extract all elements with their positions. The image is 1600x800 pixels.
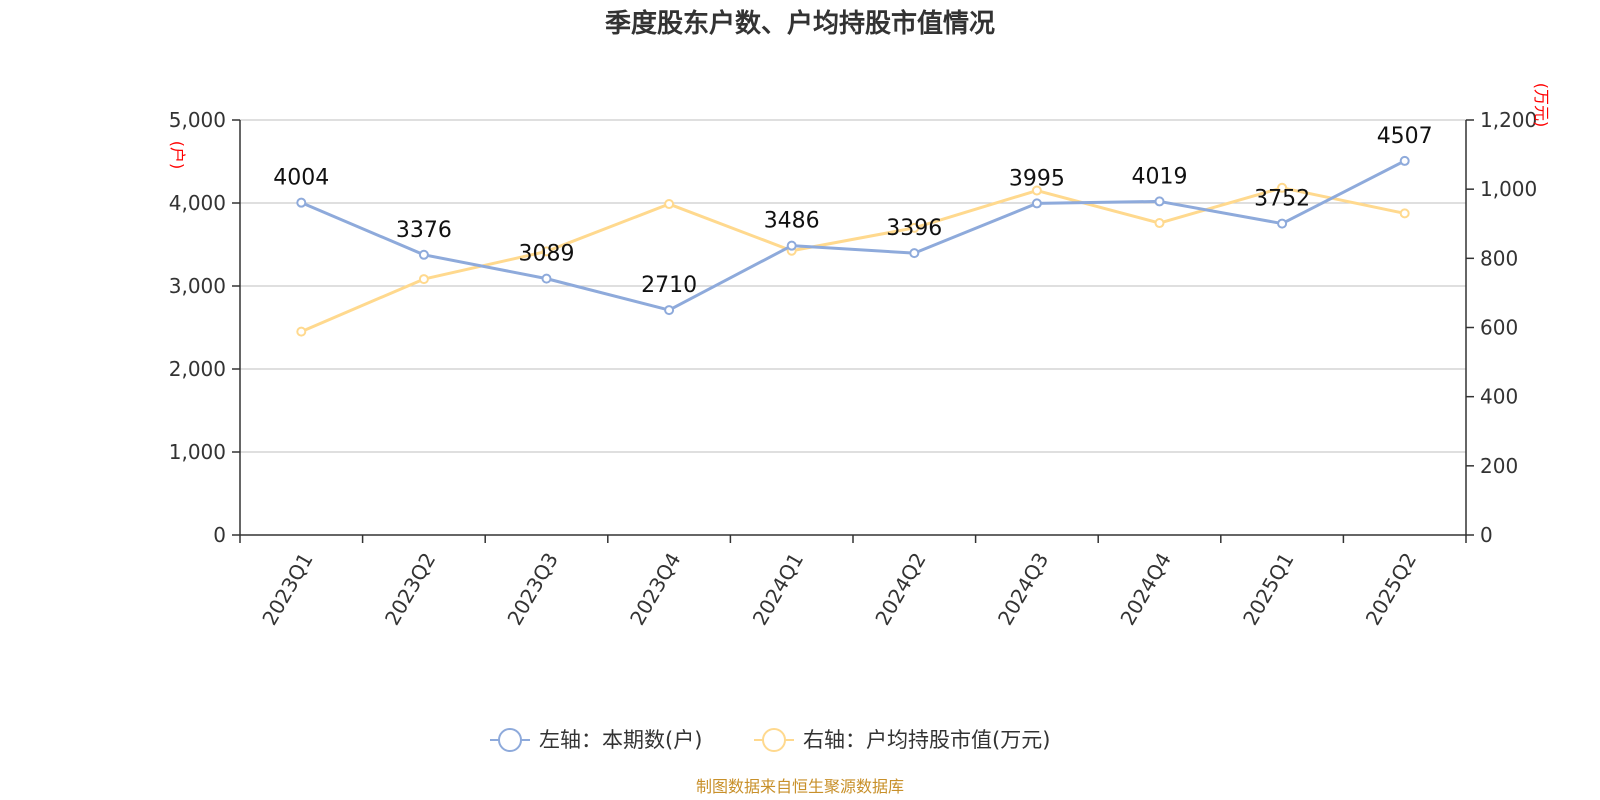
- series-point-right[interactable]: [664, 199, 675, 210]
- series-point-right[interactable]: [1031, 185, 1042, 196]
- data-label: 4004: [273, 166, 329, 191]
- data-label: 2710: [641, 273, 697, 298]
- left-tick-label: 2,000: [169, 357, 226, 381]
- data-labels: 4004 3376 3089 2710 3486 3396 3995 4019 3752 4507: [273, 124, 1432, 298]
- left-tick-label: 1,000: [169, 440, 226, 464]
- series-point-left[interactable]: [1031, 198, 1042, 209]
- data-label: 3376: [396, 218, 452, 243]
- data-label: 3089: [519, 242, 575, 267]
- series-line-right: [300, 186, 1406, 334]
- x-tick-label: 2025Q2: [1361, 549, 1421, 630]
- series-point-right[interactable]: [541, 246, 552, 257]
- series-point-left[interactable]: [541, 273, 552, 284]
- series-point-left[interactable]: [1154, 196, 1165, 207]
- series-point-right[interactable]: [909, 222, 920, 233]
- right-tick-label: 200: [1480, 454, 1518, 478]
- chart-title: 季度股东户数、户均持股市值情况: [605, 8, 995, 39]
- legend-marker-right: [762, 728, 786, 752]
- x-tick-label: 2024Q4: [1115, 549, 1175, 630]
- x-tick-label: 2023Q3: [502, 549, 562, 630]
- source-note: 制图数据来自恒生聚源数据库: [696, 777, 904, 796]
- right-tick-label: 0: [1480, 523, 1493, 547]
- x-tick-label: 2023Q1: [257, 549, 317, 630]
- left-tick-label: 3,000: [169, 274, 226, 298]
- legend-label-right: 右轴：户均持股市值(万元): [803, 728, 1050, 752]
- grid-lines: [240, 119, 1466, 453]
- right-tick-label: 800: [1480, 246, 1518, 270]
- left-tick-label: 0: [213, 523, 226, 547]
- series-point-left[interactable]: [664, 305, 675, 316]
- data-label: 4019: [1132, 164, 1188, 189]
- series-point-right[interactable]: [1154, 218, 1165, 229]
- legend-item-left[interactable]: 左轴：本期数(户): [490, 728, 702, 752]
- legend-marker-left: [498, 728, 522, 752]
- left-tick-label: 4,000: [169, 191, 226, 215]
- right-tick-label: 1,000: [1480, 177, 1537, 201]
- series-point-left[interactable]: [296, 197, 307, 208]
- right-tick-label: 600: [1480, 316, 1518, 340]
- legend-label-left: 左轴：本期数(户): [539, 728, 702, 752]
- right-tick-label: 400: [1480, 385, 1518, 409]
- data-label: 3995: [1009, 166, 1065, 191]
- data-label: 3752: [1254, 187, 1310, 212]
- legend: 左轴：本期数(户) 右轴：户均持股市值(万元): [490, 728, 1050, 752]
- series-point-left[interactable]: [1277, 218, 1288, 229]
- series-point-right[interactable]: [1399, 208, 1410, 219]
- series-point-left[interactable]: [1399, 155, 1410, 166]
- series-point-left[interactable]: [418, 249, 429, 260]
- x-tick-label: 2024Q1: [748, 549, 808, 630]
- series-line-left: [300, 159, 1406, 312]
- series-point-right[interactable]: [296, 326, 307, 337]
- series-point-right[interactable]: [418, 274, 429, 285]
- right-tick-label: 1,200: [1480, 108, 1537, 132]
- data-label: 3396: [886, 216, 942, 241]
- data-label: 3486: [764, 209, 820, 234]
- series-point-left[interactable]: [786, 240, 797, 251]
- series-point-left[interactable]: [909, 248, 920, 259]
- legend-item-right[interactable]: 右轴：户均持股市值(万元): [754, 728, 1050, 752]
- x-tick-label: 2023Q4: [625, 549, 685, 630]
- series-point-right[interactable]: [1277, 182, 1288, 193]
- x-tick-label: 2024Q2: [870, 549, 930, 630]
- x-tick-label: 2023Q2: [380, 549, 440, 630]
- left-axis-unit: (户): [168, 141, 187, 170]
- right-axis-unit: (万元): [1532, 83, 1551, 128]
- x-tick-label: 2024Q3: [993, 549, 1053, 630]
- data-label: 4507: [1377, 124, 1433, 149]
- x-tick-label: 2025Q1: [1238, 549, 1298, 630]
- series-lines: [296, 155, 1410, 337]
- left-tick-label: 5,000: [169, 108, 226, 132]
